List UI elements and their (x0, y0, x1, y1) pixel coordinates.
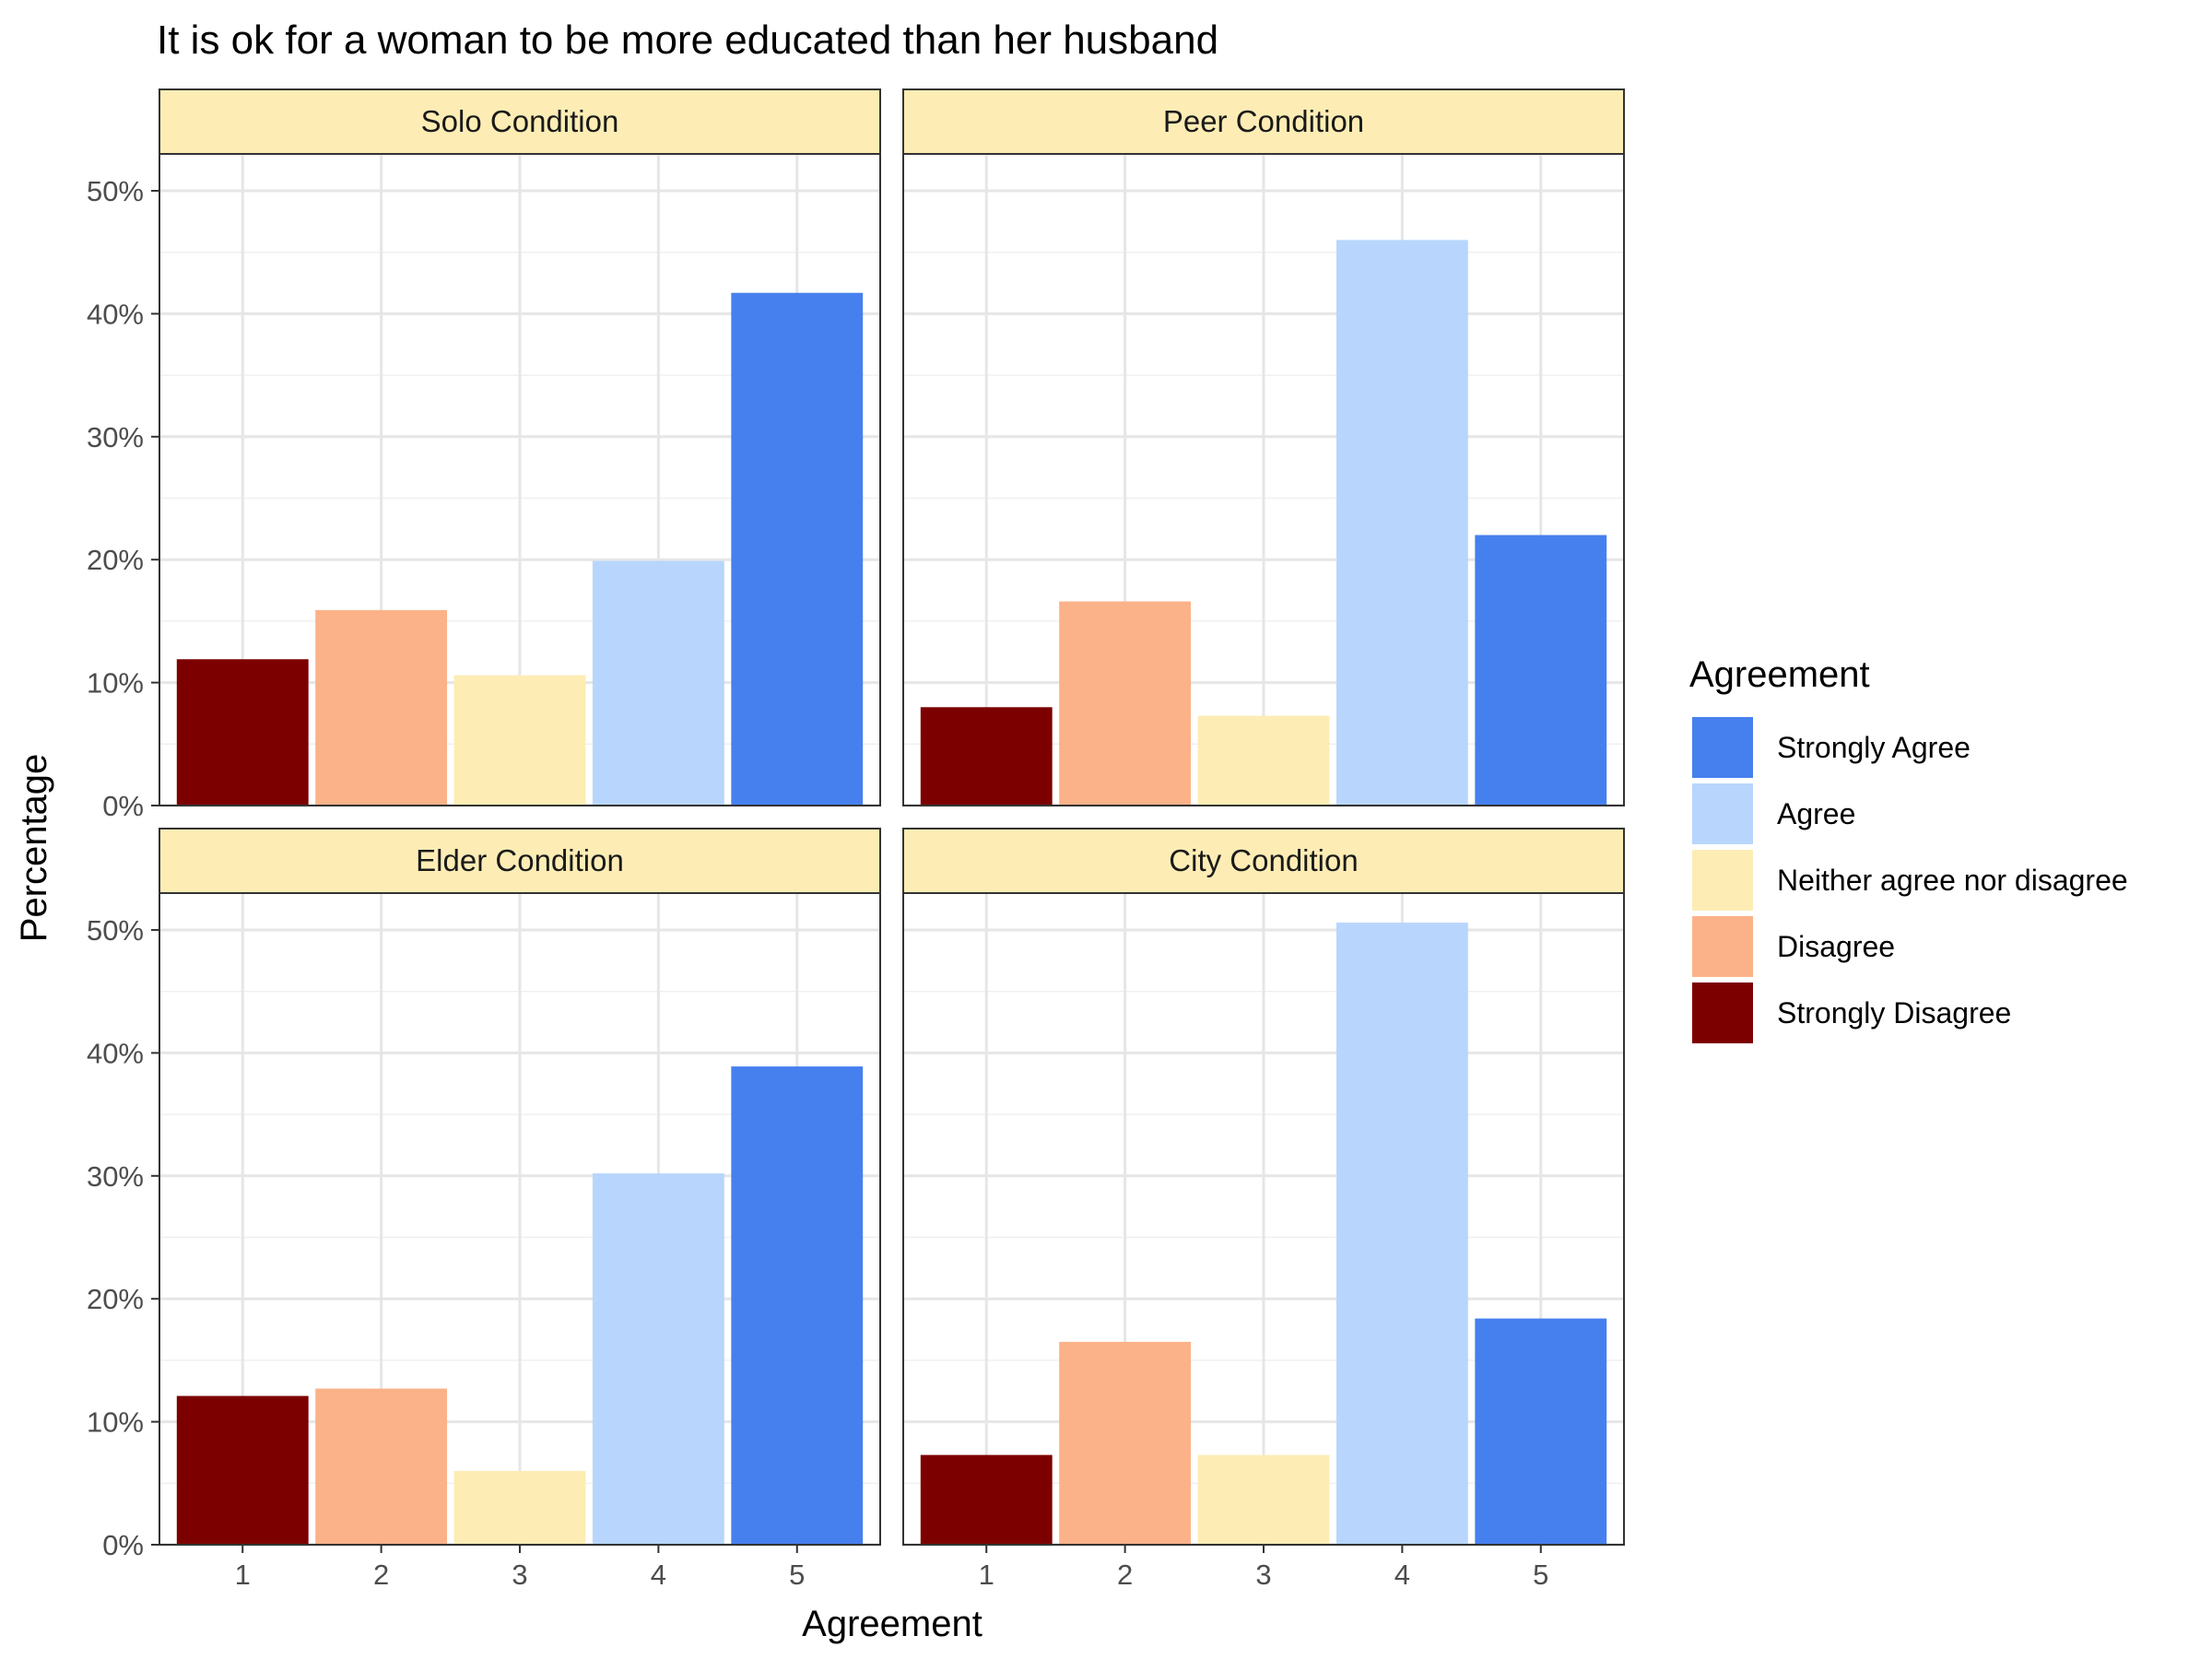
bar-5 (1475, 535, 1606, 806)
bar-2 (1059, 1342, 1191, 1545)
bar-1 (177, 1396, 309, 1545)
bar-5 (731, 293, 863, 806)
bar-5 (1475, 1319, 1606, 1545)
x-tick-label: 3 (512, 1559, 527, 1591)
x-tick-label: 5 (1533, 1559, 1548, 1591)
legend-key (1692, 717, 1753, 778)
y-tick-label: 30% (87, 421, 144, 453)
legend-key (1692, 916, 1753, 977)
legend-label: Strongly Agree (1777, 731, 1971, 764)
strip-label: Elder Condition (416, 843, 624, 877)
legend: Agreement Strongly Agree Agree Neither agr… (1689, 654, 2128, 1043)
y-tick-label: 30% (87, 1160, 144, 1193)
legend-key (1692, 783, 1753, 844)
strip-label: City Condition (1169, 843, 1358, 877)
x-tick-label: 2 (1117, 1559, 1133, 1591)
x-tick-label: 1 (979, 1559, 994, 1591)
strip-label: Peer Condition (1163, 104, 1364, 138)
y-tick-label: 50% (87, 175, 144, 207)
y-tick-label: 10% (87, 667, 144, 700)
bar-4 (593, 1173, 724, 1545)
legend-title: Agreement (1689, 654, 1870, 695)
bar-1 (921, 1455, 1053, 1545)
y-tick-label: 40% (87, 298, 144, 330)
legend-key (1692, 850, 1753, 911)
y-tick-label: 20% (87, 544, 144, 576)
panel-1: Solo Condition 0% 10% 20% 30% 40% 50% (87, 89, 880, 822)
y-tick-label: 50% (87, 914, 144, 947)
y-tick-label: 20% (87, 1283, 144, 1315)
x-tick-label: 2 (373, 1559, 389, 1591)
x-axis-title: Agreement (802, 1604, 982, 1644)
legend-label: Strongly Disagree (1777, 996, 2011, 1030)
y-axis-title: Percentage (14, 754, 54, 943)
bar-3 (454, 1471, 586, 1545)
bar-4 (1336, 923, 1468, 1545)
bar-3 (1198, 1455, 1330, 1545)
bar-1 (921, 707, 1053, 806)
panel-4: City Condition 1 2 3 4 5 (903, 829, 1624, 1591)
bar-5 (731, 1066, 863, 1545)
bar-4 (1336, 240, 1468, 806)
panel-3: Elder Condition 0% 10% 20% 30% 40% 50% 1 2 3 4 5 (87, 829, 880, 1591)
x-tick-label: 5 (789, 1559, 805, 1591)
panel-2: Peer Condition (903, 89, 1624, 806)
bar-2 (1059, 602, 1191, 806)
x-tick-label: 3 (1255, 1559, 1271, 1591)
legend-label: Disagree (1777, 930, 1895, 963)
legend-label: Agree (1777, 797, 1855, 830)
bar-1 (177, 659, 309, 806)
y-tick-label: 10% (87, 1406, 144, 1439)
x-tick-label: 4 (651, 1559, 666, 1591)
bar-2 (315, 610, 447, 806)
y-tick-label: 0% (102, 1529, 144, 1561)
chart-title: It is ok for a woman to be more educated… (157, 18, 1218, 63)
legend-label: Neither agree nor disagree (1777, 864, 2128, 897)
legend-key (1692, 982, 1753, 1043)
bar-2 (315, 1389, 447, 1545)
y-tick-label: 0% (102, 790, 144, 822)
strip-label: Solo Condition (421, 104, 619, 138)
bar-3 (454, 676, 586, 806)
x-tick-label: 1 (235, 1559, 251, 1591)
bar-4 (593, 561, 724, 806)
bar-3 (1198, 716, 1330, 806)
y-tick-label: 40% (87, 1037, 144, 1069)
x-tick-label: 4 (1394, 1559, 1410, 1591)
